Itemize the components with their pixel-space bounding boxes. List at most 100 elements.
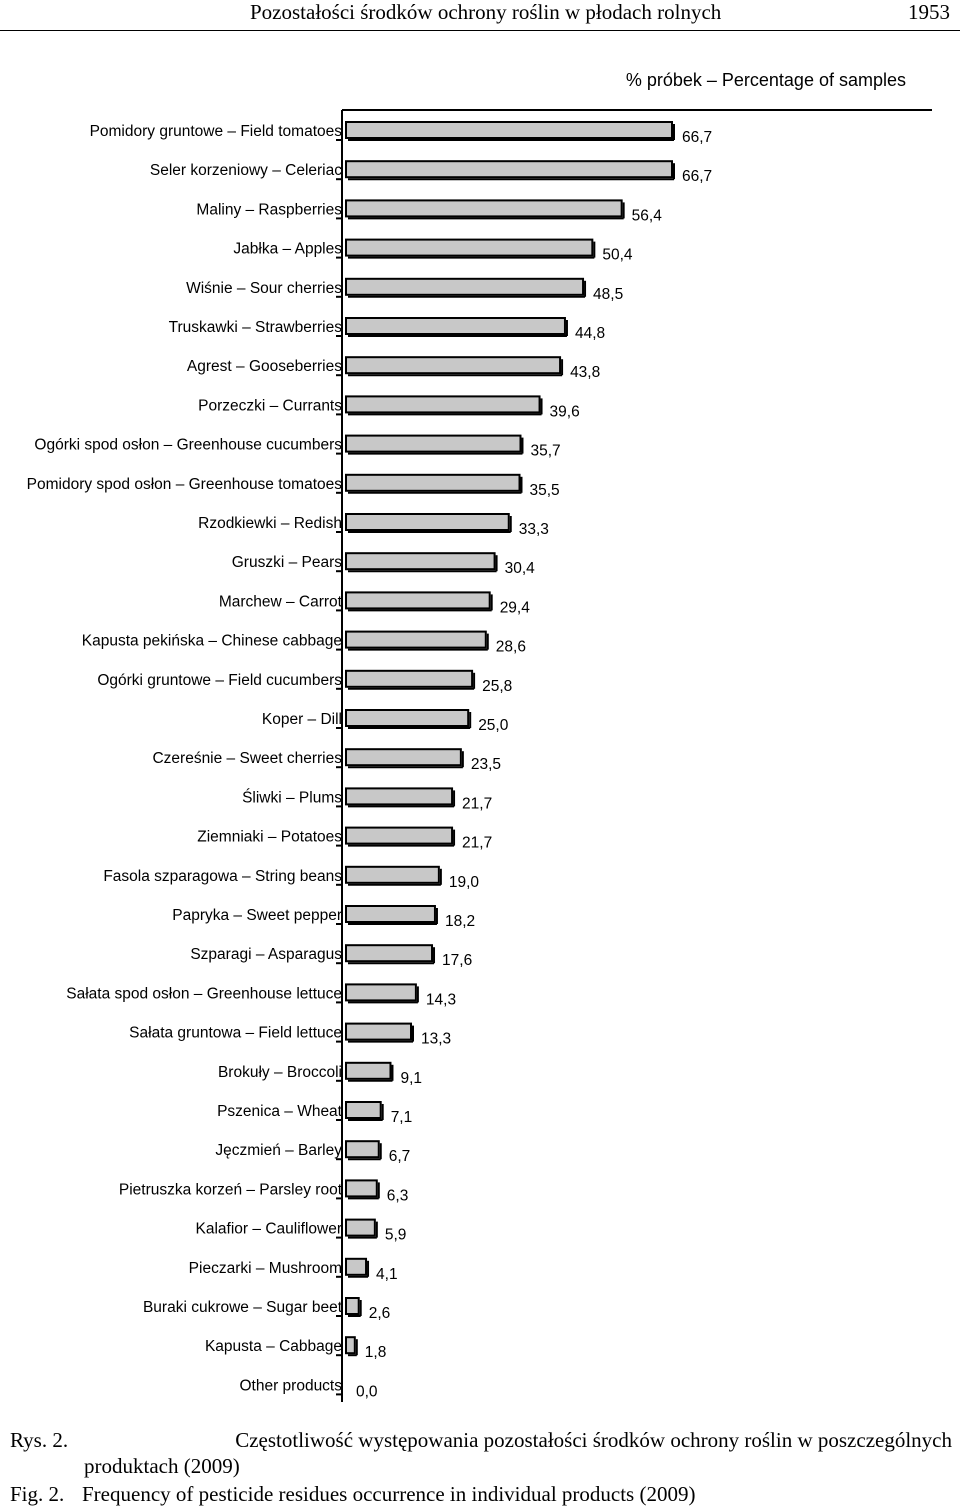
bar — [345, 317, 566, 335]
value-label: 33,3 — [519, 521, 549, 538]
bar — [345, 1061, 392, 1080]
category-label: Fasola szparagowa – String beans — [103, 868, 342, 885]
category-label: Kalafior – Cauliflower — [196, 1221, 342, 1238]
bar — [345, 983, 417, 1002]
bar — [345, 1257, 368, 1276]
category-label: Seler korzeniowy – Celeriac — [150, 162, 342, 179]
bars-layer: Pomidory gruntowe – Field tomatoes 66,7 Se… — [27, 121, 712, 1400]
category-label: Sałata gruntowa – Field lettuce — [129, 1025, 342, 1042]
category-label: Porzeczki – Currants — [198, 397, 342, 414]
value-label: 30,4 — [505, 560, 536, 577]
category-label: Czereśnie – Sweet cherries — [152, 750, 342, 767]
category-label: Brokuły – Broccoli — [218, 1064, 342, 1081]
bar — [345, 277, 585, 296]
value-label: 35,7 — [530, 443, 560, 460]
bar — [345, 1101, 382, 1119]
bar — [345, 944, 434, 963]
bar — [345, 748, 462, 767]
value-label: 25,0 — [478, 717, 509, 734]
bar — [345, 356, 562, 375]
value-label: 0,0 — [356, 1383, 378, 1400]
category-label: Kapusta – Cabbage — [205, 1338, 342, 1355]
category-label: Truskawki – Strawberries — [169, 319, 343, 336]
category-label: Pomidory gruntowe – Field tomatoes — [90, 123, 343, 140]
bar — [345, 865, 440, 884]
bar — [345, 473, 521, 492]
value-label: 14,3 — [426, 991, 456, 1008]
caption-english-label: Fig. 2. — [10, 1482, 65, 1506]
value-label: 28,6 — [496, 639, 526, 656]
axis-title: % próbek – Percentage of samples — [626, 70, 906, 90]
bar — [345, 1140, 380, 1159]
caption-english: Fig. 2. Frequency of pesticide residues o… — [10, 1481, 952, 1507]
category-label: Kapusta pekińska – Chinese cabbage — [82, 633, 342, 650]
value-label: 4,1 — [376, 1266, 398, 1283]
value-label: 19,0 — [449, 874, 480, 891]
bar — [345, 1297, 360, 1315]
value-label: 56,4 — [632, 207, 663, 224]
category-label: Gruszki – Pears — [232, 554, 343, 571]
category-label: Rzodkiewki – Redish — [198, 515, 342, 532]
category-label: Pieczarki – Mushroom — [189, 1260, 342, 1277]
category-label: Wiśnie – Sour cherries — [186, 280, 342, 297]
bar — [345, 160, 673, 179]
bar — [345, 1218, 376, 1237]
value-label: 18,2 — [445, 913, 475, 930]
bar — [345, 1179, 378, 1198]
bar — [345, 199, 623, 218]
value-label: 29,4 — [500, 599, 531, 616]
category-label: Szparagi – Asparagus — [190, 946, 342, 963]
bar — [345, 709, 470, 727]
value-label: 43,8 — [570, 364, 600, 381]
caption-polish-label: Rys. 2. — [10, 1428, 69, 1452]
category-label: Marchew – Carrot — [219, 593, 343, 610]
value-label: 39,6 — [550, 403, 580, 420]
caption-polish-line2: produktach (2009) — [84, 1454, 240, 1478]
value-label: 5,9 — [385, 1227, 407, 1244]
category-label: Jabłka – Apples — [233, 241, 342, 258]
bar — [345, 905, 436, 923]
category-label: Papryka – Sweet pepper — [172, 907, 342, 924]
value-label: 21,7 — [462, 835, 492, 852]
category-label: Śliwki – Plums — [242, 788, 342, 806]
caption-polish-line1: Rys. 2. Częstotliwość występowania pozos… — [10, 1427, 952, 1453]
value-label: 2,6 — [369, 1305, 391, 1322]
value-label: 21,7 — [462, 795, 492, 812]
category-label: Ziemniaki – Potatoes — [197, 829, 342, 846]
bar — [345, 121, 673, 139]
value-label: 23,5 — [471, 756, 501, 773]
bar — [345, 238, 594, 257]
running-head: Pozostałości środków ochrony roślin w pł… — [0, 0, 960, 31]
bar — [345, 787, 454, 806]
value-label: 35,5 — [530, 482, 560, 499]
value-label: 6,3 — [387, 1187, 409, 1204]
category-label: Maliny – Raspberries — [196, 201, 342, 218]
caption-polish-text: Częstotliwość występowania pozostałości … — [235, 1428, 952, 1452]
bar — [345, 513, 510, 531]
value-label: 44,8 — [575, 325, 605, 342]
value-label: 1,8 — [365, 1344, 387, 1361]
bar — [345, 434, 522, 453]
bar — [345, 630, 487, 649]
bar — [345, 1022, 413, 1041]
running-head-title: Pozostałości środków ochrony roślin w pł… — [250, 0, 722, 24]
category-label: Other products — [239, 1377, 342, 1394]
value-label: 17,6 — [442, 952, 472, 969]
bar — [345, 552, 496, 571]
category-label: Jęczmień – Barley — [215, 1142, 342, 1159]
category-label: Pietruszka korzeń – Parsley root — [119, 1181, 343, 1198]
bar — [345, 669, 474, 688]
category-label: Agrest – Gooseberries — [187, 358, 342, 375]
category-label: Sałata spod osłon – Greenhouse lettuce — [66, 985, 342, 1002]
value-label: 9,1 — [400, 1070, 422, 1087]
bar — [345, 826, 454, 845]
page-number: 1953 — [908, 0, 950, 24]
bar — [345, 1336, 356, 1355]
value-label: 25,8 — [482, 678, 512, 695]
value-label: 7,1 — [391, 1109, 413, 1126]
category-label: Pomidory spod osłon – Greenhouse tomatoe… — [27, 476, 343, 493]
value-label: 48,5 — [593, 286, 623, 303]
category-label: Ogórki gruntowe – Field cucumbers — [97, 672, 342, 689]
bar-chart: % próbek – Percentage of samples Pomidor… — [27, 70, 932, 1402]
value-label: 66,7 — [682, 168, 712, 185]
